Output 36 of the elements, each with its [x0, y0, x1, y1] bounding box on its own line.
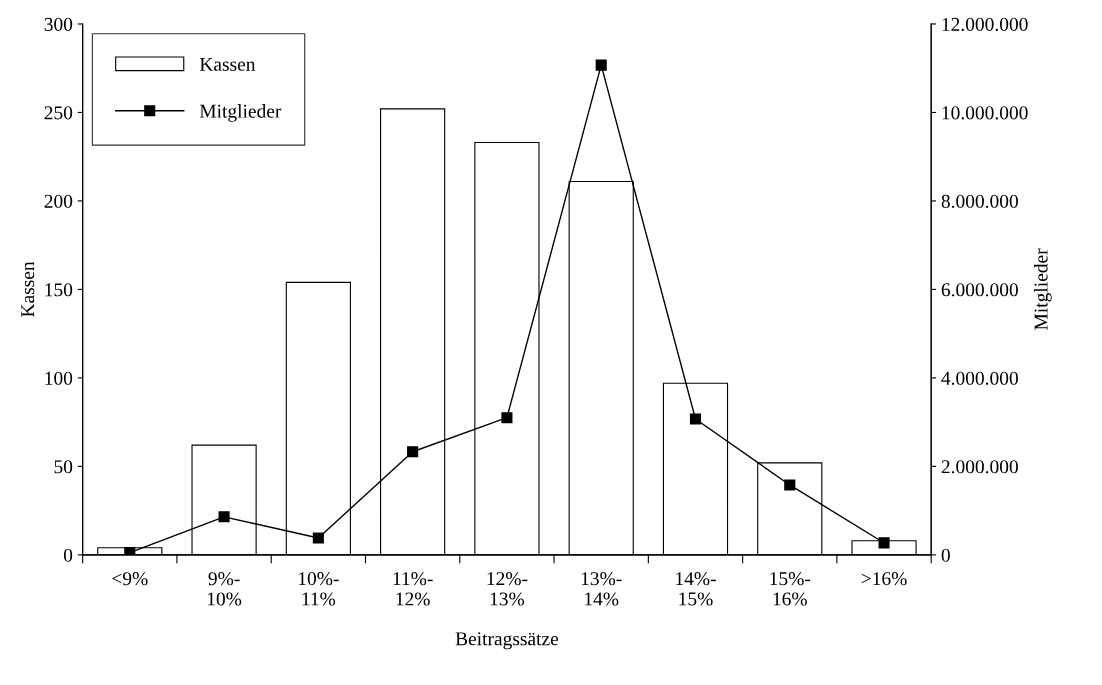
point [878, 537, 890, 549]
y-tick-label: 150 [45, 283, 73, 297]
point [501, 412, 513, 424]
x-tick-label: 10%- 11% [299, 572, 339, 606]
y2-tick-label: 8.000.000 [941, 194, 1018, 208]
x-tick-label: <9% [112, 572, 148, 586]
y-tick-label: 100 [45, 371, 73, 385]
y-tick-label: 0 [63, 548, 73, 562]
y2-tick-label: 6.000.000 [941, 283, 1018, 297]
x-tick-label: 9%- 10% [207, 572, 242, 606]
x-tick-label: 15%- 16% [770, 572, 811, 606]
y-tick-label: 300 [44, 17, 73, 31]
y2-tick-label: 0 [941, 548, 950, 562]
point [218, 511, 230, 523]
y2-axis-title: Mitglieder [1033, 248, 1052, 330]
x-tick-label: 13%- 14% [581, 572, 622, 606]
y2-tick-label: 12.000.000 [942, 17, 1028, 31]
y-axis-title: Kassen [21, 261, 35, 317]
y2-tick-label: 2.000.000 [941, 460, 1018, 474]
x-tick-label: 12%- 13% [487, 572, 528, 606]
y-tick-label: 200 [44, 194, 73, 208]
point [407, 446, 419, 458]
x-tick-label: >16% [861, 572, 907, 586]
y2-tick-label: 4.000.000 [941, 371, 1018, 385]
legend-label: Mitglieder [199, 104, 282, 122]
x-tick-label: 11%- 12% [393, 572, 433, 606]
point [784, 479, 796, 491]
y-tick-label: 250 [44, 106, 73, 120]
legend-label: Kassen [199, 57, 256, 71]
point [595, 59, 607, 71]
x-tick-label: 14%- 15% [676, 572, 716, 606]
x-axis-title: Beitragssätze [455, 632, 559, 650]
point [312, 532, 324, 544]
point [689, 413, 702, 425]
y2-tick-label: 10.000.000 [942, 106, 1028, 120]
y-tick-label: 50 [54, 460, 73, 474]
